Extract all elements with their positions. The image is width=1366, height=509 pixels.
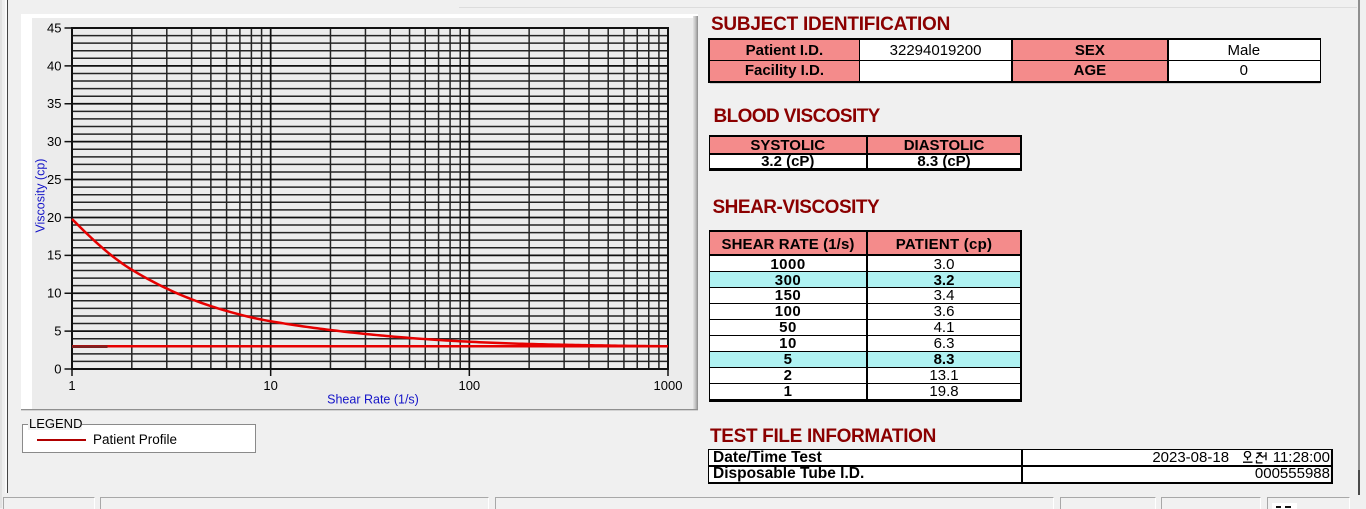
svg-text:0: 0 <box>54 361 61 376</box>
svg-text:15: 15 <box>47 248 61 263</box>
svg-text:25: 25 <box>47 172 61 187</box>
svg-text:40: 40 <box>47 58 61 73</box>
svg-text:1000: 1000 <box>654 378 683 393</box>
svg-text:30: 30 <box>47 134 61 149</box>
svg-text:45: 45 <box>47 20 61 35</box>
svg-text:5: 5 <box>54 324 61 339</box>
svg-text:100: 100 <box>458 378 480 393</box>
svg-text:35: 35 <box>47 96 61 111</box>
svg-text:Viscosity (cp): Viscosity (cp) <box>34 159 48 233</box>
svg-text:Shear Rate (1/s): Shear Rate (1/s) <box>327 393 419 407</box>
svg-text:10: 10 <box>47 286 61 301</box>
svg-text:10: 10 <box>263 378 277 393</box>
svg-text:20: 20 <box>47 210 61 225</box>
svg-text:1: 1 <box>68 378 75 393</box>
